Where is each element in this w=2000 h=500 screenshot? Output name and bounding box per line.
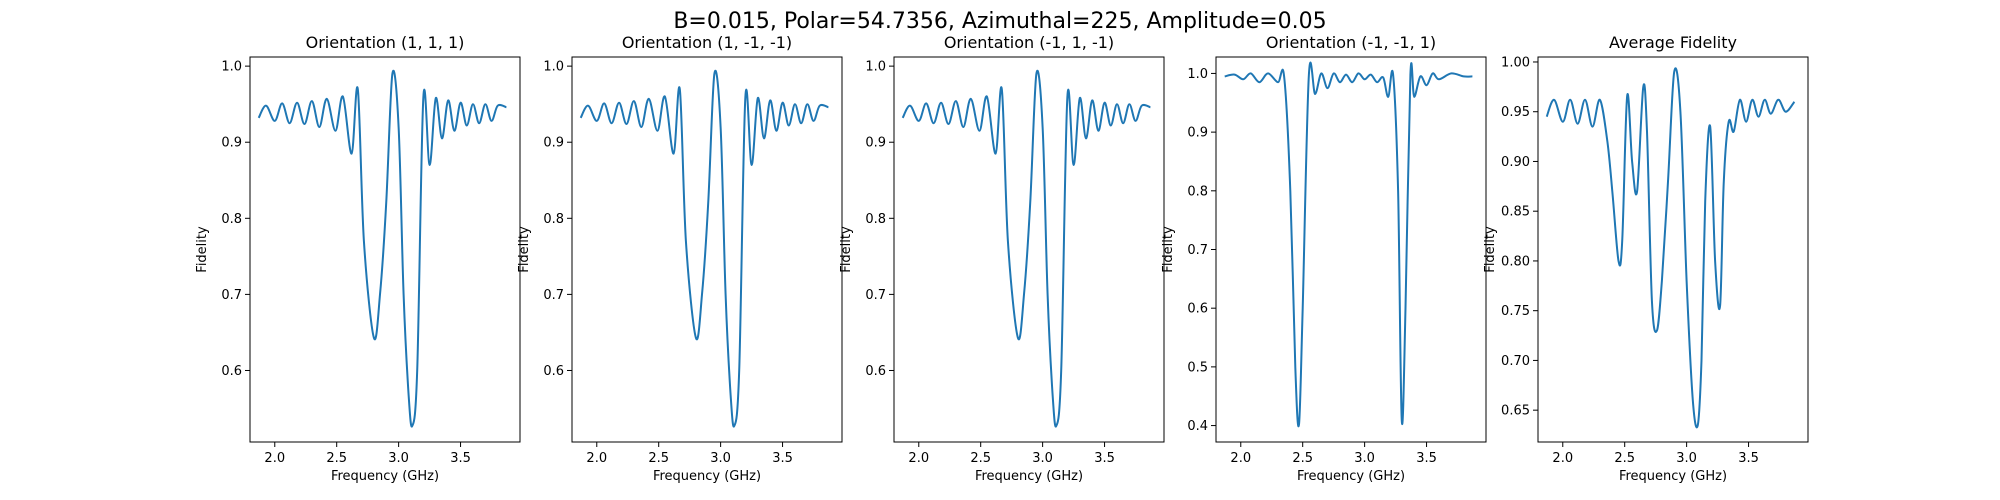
y-tick-label: 0.85 [1501,205,1530,220]
x-axis-label: Frequency (GHz) [1297,469,1405,484]
subplot-3: Orientation (-1, 1, -1) 2.0 2.5 3.0 3.5 0.6 0.… [839,33,1165,484]
y-tick-label: 0.65 [1501,404,1530,419]
y-tick-label: 0.7 [221,288,242,303]
plot-frame [893,56,1165,443]
y-tick-label: 0.7 [865,288,886,303]
x-tick-label: 3.5 [772,451,793,466]
y-tick-label: 0.9 [543,136,564,151]
x-axis-label: Frequency (GHz) [653,469,761,484]
plot-frame [1215,56,1487,443]
y-tick-label: 0.6 [221,364,242,379]
y-tick-label: 1.0 [543,60,564,75]
y-tick-label: 0.80 [1501,254,1530,269]
y-tick-label: 0.6 [1187,302,1208,317]
y-tick-label: 0.8 [1187,184,1208,199]
y-tick-label: 1.0 [1187,67,1208,82]
series-line [579,69,829,428]
y-tick-label: 0.9 [1187,126,1208,141]
subplot-title: Orientation (-1, 1, -1) [944,33,1114,52]
x-tick-label: 2.0 [908,451,929,466]
y-tick-label: 0.9 [865,136,886,151]
series-line [901,69,1151,428]
x-tick-label: 3.0 [710,451,731,466]
series-line [1224,61,1473,428]
subplot-5: Average Fidelity 2.0 2.5 3.0 3.5 0.65 0.70 0.75… [1483,33,1809,484]
y-axis-label: Fidelity [1161,226,1176,273]
y-axis-label: Fidelity [195,226,210,273]
subplot-4: Orientation (-1, -1, 1) 2.0 2.5 3.0 3.5 0.4 0.… [1161,33,1487,484]
subplot-title: Orientation (1, 1, 1) [306,33,465,52]
series-line [1545,67,1796,429]
x-tick-label: 2.0 [1552,451,1573,466]
y-tick-label: 0.5 [1187,360,1208,375]
x-tick-label: 2.0 [264,451,285,466]
x-tick-label: 2.5 [1292,451,1313,466]
x-tick-label: 2.0 [1230,451,1251,466]
y-axis-label: Fidelity [1483,226,1498,273]
x-tick-label: 3.5 [1094,451,1115,466]
x-tick-label: 3.5 [1416,451,1437,466]
x-tick-label: 3.0 [1676,451,1697,466]
y-tick-label: 0.7 [1187,243,1208,258]
x-tick-label: 3.0 [1032,451,1053,466]
x-tick-label: 2.5 [1614,451,1635,466]
subplot-title: Orientation (-1, -1, 1) [1266,33,1436,52]
subplot-2: Orientation (1, -1, -1) 2.0 2.5 3.0 3.5 0.6 0.… [517,33,843,484]
subplot-title: Orientation (1, -1, -1) [622,33,792,52]
y-tick-label: 1.00 [1501,55,1530,70]
y-tick-label: 0.7 [543,288,564,303]
x-axis-label: Frequency (GHz) [331,469,439,484]
series-line [257,69,507,428]
x-tick-label: 2.0 [586,451,607,466]
y-tick-label: 0.4 [1187,419,1208,434]
x-tick-label: 2.5 [648,451,669,466]
y-tick-label: 0.70 [1501,354,1530,369]
y-axis-label: Fidelity [517,226,532,273]
x-tick-label: 2.5 [970,451,991,466]
x-tick-label: 3.5 [450,451,471,466]
plot-frame [1537,56,1809,443]
y-axis-label: Fidelity [839,226,854,273]
x-axis-label: Frequency (GHz) [975,469,1083,484]
y-tick-label: 1.0 [221,60,242,75]
x-tick-label: 3.0 [388,451,409,466]
subplot-title: Average Fidelity [1609,33,1737,52]
y-tick-label: 0.8 [865,212,886,227]
x-axis-label: Frequency (GHz) [1619,469,1727,484]
y-tick-label: 0.9 [221,136,242,151]
x-tick-label: 2.5 [326,451,347,466]
subplot-1: Orientation (1, 1, 1) 2.0 2.5 3.0 3.5 0.6 0.7 0… [195,33,521,484]
y-tick-label: 0.8 [221,212,242,227]
x-tick-label: 3.0 [1354,451,1375,466]
y-tick-label: 0.6 [865,364,886,379]
y-tick-label: 0.90 [1501,155,1530,170]
y-tick-label: 0.6 [543,364,564,379]
x-tick-label: 3.5 [1738,451,1759,466]
plot-frame [571,56,843,443]
y-tick-label: 0.95 [1501,105,1530,120]
y-tick-label: 0.75 [1501,304,1530,319]
y-tick-label: 0.8 [543,212,564,227]
figure-suptitle: B=0.015, Polar=54.7356, Azimuthal=225, A… [673,9,1326,34]
plot-frame [249,56,521,443]
y-tick-label: 1.0 [865,60,886,75]
